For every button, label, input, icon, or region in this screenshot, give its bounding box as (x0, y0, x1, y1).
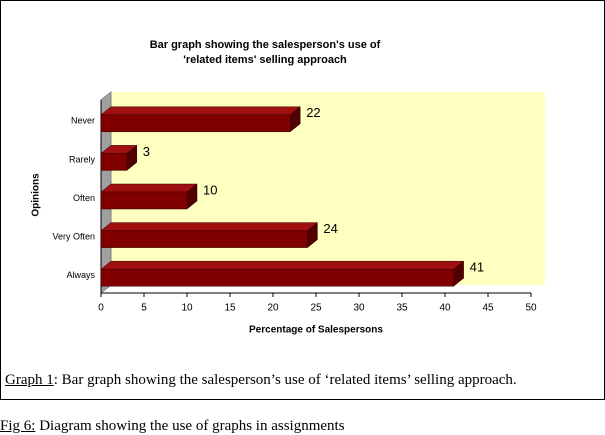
chart: Bar graph showing the salesperson's use … (31, 39, 545, 336)
y-axis-label: Opinions (31, 173, 42, 217)
y-tick-label: Always (66, 270, 95, 280)
bar-front (100, 114, 291, 133)
figure-caption: Fig 6: Diagram showing the use of graphs… (0, 418, 345, 435)
x-tick-label: 10 (181, 303, 193, 314)
bar (100, 106, 301, 133)
bar-top (100, 106, 301, 116)
x-axis-label: Percentage of Salespersons (249, 325, 383, 336)
caption-label: Graph 1 (5, 372, 54, 388)
x-tick-label: 30 (353, 303, 365, 314)
bar-top (100, 222, 319, 231)
data-label: 22 (306, 105, 320, 120)
chart-title: 'related items' selling approach (183, 54, 347, 66)
bar (100, 222, 319, 249)
y-tick-label: Very Often (52, 231, 95, 241)
x-tick-label: 50 (525, 303, 537, 314)
figure-text: Diagram showing the use of graphs in ass… (35, 418, 345, 434)
graph-caption: Graph 1: Bar graph showing the salespers… (5, 372, 517, 389)
bar (100, 260, 465, 287)
bar-top (100, 260, 465, 270)
bar-front (100, 230, 308, 248)
bar-front (100, 153, 128, 171)
x-tick-label: 35 (396, 303, 408, 314)
x-tick-label: 45 (482, 303, 494, 314)
bar-front (100, 268, 454, 287)
y-tick-label: Never (71, 116, 95, 126)
bar (100, 183, 198, 210)
bar (100, 144, 138, 171)
chart-title: Bar graph showing the salesperson's use … (150, 39, 381, 51)
x-tick-label: 0 (98, 303, 104, 314)
bar-top (100, 183, 198, 193)
y-tick-label: Often (73, 193, 95, 203)
data-label: 24 (323, 221, 337, 236)
y-tick-label: Rarely (69, 154, 96, 164)
caption-text: : Bar graph showing the salesperson’s us… (53, 372, 517, 388)
x-tick-label: 15 (224, 303, 236, 314)
x-tick-label: 25 (310, 303, 322, 314)
data-label: 3 (143, 144, 150, 159)
x-tick-label: 40 (439, 303, 451, 314)
figure-label: Fig 6: (0, 418, 36, 434)
data-label: 41 (470, 260, 484, 275)
bar-front (100, 191, 188, 210)
data-label: 10 (203, 182, 217, 197)
x-tick-label: 20 (267, 303, 279, 314)
x-tick-label: 5 (141, 303, 147, 314)
